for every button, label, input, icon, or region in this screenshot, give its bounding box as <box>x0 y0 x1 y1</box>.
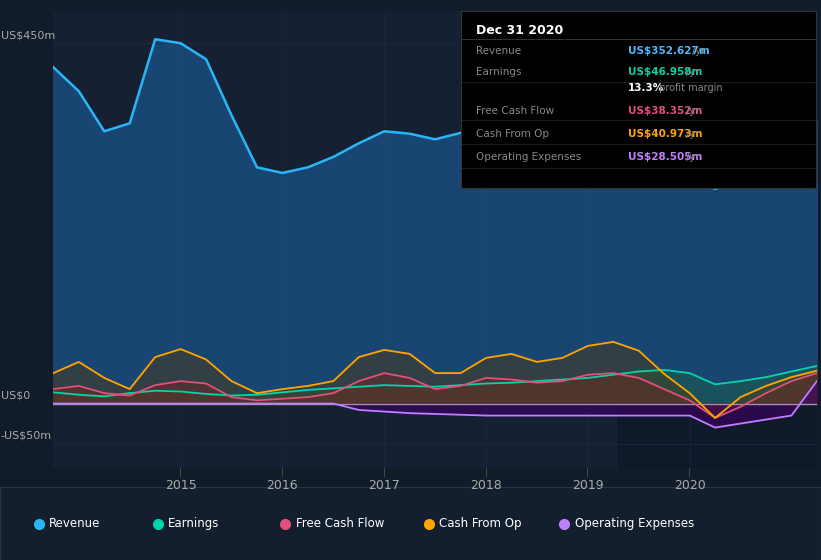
Text: |: | <box>586 468 589 477</box>
Text: Free Cash Flow: Free Cash Flow <box>475 106 553 116</box>
Text: Free Cash Flow: Free Cash Flow <box>296 517 384 530</box>
Text: US$0: US$0 <box>1 391 30 401</box>
Text: US$38.352m: US$38.352m <box>628 106 703 116</box>
Text: |: | <box>281 468 284 477</box>
Text: -US$50m: -US$50m <box>1 431 52 441</box>
Text: US$450m: US$450m <box>1 30 55 40</box>
Text: US$28.505m: US$28.505m <box>628 152 703 162</box>
Text: 2020: 2020 <box>674 479 705 492</box>
Text: /yr: /yr <box>689 46 704 56</box>
Text: 2019: 2019 <box>572 479 603 492</box>
Text: /yr: /yr <box>683 106 699 116</box>
Text: Earnings: Earnings <box>475 67 521 77</box>
Text: |: | <box>179 468 182 477</box>
Text: US$352.627m: US$352.627m <box>628 46 710 56</box>
Text: |: | <box>484 468 488 477</box>
Text: Earnings: Earnings <box>168 517 220 530</box>
Text: profit margin: profit margin <box>656 83 722 93</box>
Text: 2017: 2017 <box>369 479 400 492</box>
Text: Dec 31 2020: Dec 31 2020 <box>475 24 563 36</box>
Text: |: | <box>688 468 691 477</box>
Text: /yr: /yr <box>683 129 699 139</box>
Text: Revenue: Revenue <box>49 517 101 530</box>
Text: US$46.958m: US$46.958m <box>628 67 703 77</box>
Text: Operating Expenses: Operating Expenses <box>475 152 580 162</box>
Text: Cash From Op: Cash From Op <box>439 517 521 530</box>
Text: /yr: /yr <box>683 152 699 162</box>
Text: 2015: 2015 <box>165 479 196 492</box>
Text: 2016: 2016 <box>267 479 298 492</box>
Text: 13.3%: 13.3% <box>628 83 664 93</box>
Text: US$40.973m: US$40.973m <box>628 129 703 139</box>
Text: |: | <box>383 468 386 477</box>
Text: Revenue: Revenue <box>475 46 521 56</box>
Text: Cash From Op: Cash From Op <box>475 129 548 139</box>
Text: Operating Expenses: Operating Expenses <box>575 517 694 530</box>
Bar <box>618 11 817 468</box>
Text: /yr: /yr <box>683 67 699 77</box>
Text: 2018: 2018 <box>470 479 502 492</box>
